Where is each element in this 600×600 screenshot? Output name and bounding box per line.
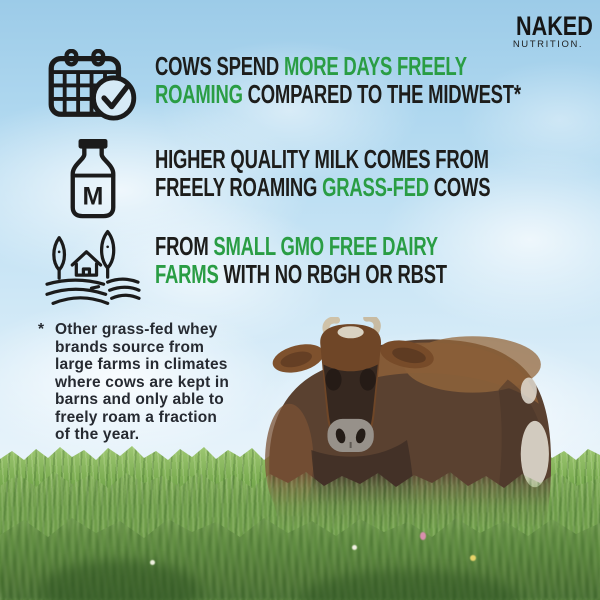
headline-segment: WITH NO RBGH OR RBST [218,259,447,289]
headline-line: FROM SMALL GMO FREE DAIRY [155,232,581,260]
flower-dot [352,545,357,550]
brand-name: NAKED [516,11,593,41]
flower-dot [150,560,155,565]
headline-segment: COWS [428,172,491,202]
headline-segment: FROM [155,231,214,261]
bullet-1-headline: COWS SPEND MORE DAYS FREELY ROAMING COMP… [155,52,581,108]
footnote: * Other grass-fed whey brands source fro… [38,321,263,444]
headline-line: FREELY ROAMING GRASS-FED COWS [155,173,581,201]
headline-segment: HIGHER QUALITY MILK COMES FROM [155,144,489,174]
grass-tuft [40,560,200,600]
headline-segment: COWS SPEND [155,51,284,81]
headline-segment: GRASS-FED [322,172,429,202]
headline-line: HIGHER QUALITY MILK COMES FROM [155,145,581,173]
cow-muzzle [327,418,374,453]
headline-segment: MORE DAYS FREELY [283,51,467,81]
brand-subname: NUTRITION. [512,39,584,50]
cow-white-flank-patch [520,420,549,488]
cow-horn [363,317,381,335]
headline-segment: ROAMING [155,79,243,109]
headline-line: ROAMING COMPARED TO THE MIDWEST* [155,80,581,108]
milk-bottle-letter: M [83,183,104,211]
headline-line: FARMS WITH NO RBGH OR RBST [155,260,581,288]
footnote-asterisk: * [38,321,45,338]
flower-dot [420,532,426,540]
headline-line: COWS SPEND MORE DAYS FREELY [155,52,581,80]
milk-bottle-icon: M [70,138,116,219]
cloud [0,300,280,460]
footnote-text: Other grass-fed whey brands source from … [55,321,230,443]
flower-dot [470,555,476,561]
headline-segment: SMALL GMO FREE DAIRY [213,231,438,261]
bullet-3-headline: FROM SMALL GMO FREE DAIRY FARMS WITH NO … [155,232,581,288]
bullet-2-headline: HIGHER QUALITY MILK COMES FROM FREELY RO… [155,145,581,201]
headline-segment: FARMS [155,259,219,289]
headline-segment: FREELY ROAMING [155,172,323,202]
headline-segment: COMPARED TO THE MIDWEST* [242,79,521,109]
farm-fields-icon [45,230,141,305]
brand-logo: NAKED NUTRITION. [508,11,593,51]
cloud [160,40,420,180]
calendar-check-icon [48,49,137,121]
